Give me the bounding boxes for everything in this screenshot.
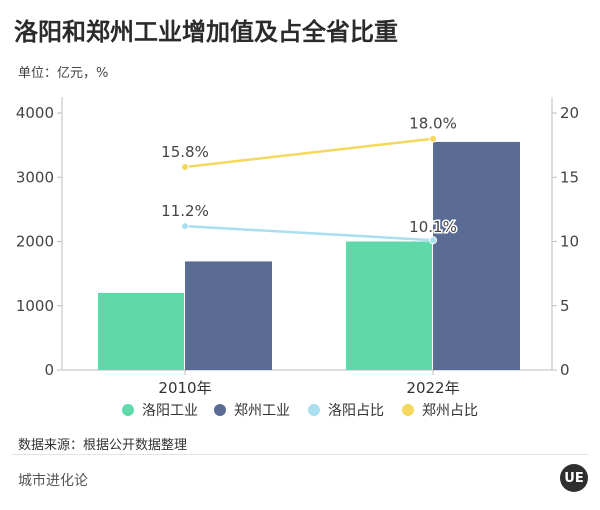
- legend-label-zhengzhou-share: 郑州占比: [422, 403, 478, 419]
- y-right-tick-label: 15: [560, 168, 579, 186]
- footer-divider: [12, 454, 588, 455]
- bar-zhengzhou-0: [185, 261, 272, 370]
- y-right-tick-label: 5: [560, 297, 570, 315]
- y-left-tick-label: 2000: [16, 233, 54, 251]
- combo-chart: 4000 3000 2000 1000 0 20 15 10 5 0 2010年 2022年 11.2%…: [16, 97, 579, 397]
- unit-label: 单位：亿元，%: [18, 66, 109, 81]
- x-tick-label: 2010年: [158, 379, 211, 397]
- point-luoyang-share-1: [429, 236, 437, 245]
- data-label-luoyang-share-1: 10.1%: [409, 218, 457, 236]
- chart-title: 洛阳和郑州工业增加值及占全省比重: [14, 18, 398, 46]
- y-left-tick-label: 4000: [16, 104, 54, 122]
- legend-label-zhengzhou-industry: 郑州工业: [234, 403, 290, 419]
- legend-swatch-zhengzhou-industry: [214, 404, 226, 416]
- legend-swatch-luoyang-share: [308, 404, 320, 416]
- y-right-tick-label: 0: [560, 361, 570, 379]
- data-label-zhengzhou-share-1: 18.0%: [409, 115, 457, 133]
- footer-brand: 城市进化论: [18, 473, 88, 489]
- y-left-tick-label: 3000: [16, 168, 54, 186]
- legend: 洛阳工业 郑州工业 洛阳占比 郑州占比: [0, 398, 600, 422]
- y-left-tick-label: 0: [44, 361, 54, 379]
- y-right-tick-label: 20: [560, 104, 579, 122]
- legend-label-luoyang-industry: 洛阳工业: [142, 403, 198, 419]
- brand-logo-icon: UE: [560, 464, 588, 492]
- bar-luoyang-0: [98, 292, 184, 370]
- line-zhengzhou-share: [184, 137, 434, 169]
- legend-swatch-luoyang-industry: [122, 404, 134, 416]
- point-luoyang-share-0: [181, 222, 189, 231]
- data-label-zhengzhou-share-0: 15.8%: [161, 143, 209, 161]
- bar-luoyang-1: [346, 241, 432, 370]
- line-luoyang-share: [184, 224, 434, 242]
- legend-item-zhengzhou-industry: 郑州工业: [214, 398, 290, 422]
- legend-item-luoyang-share: 洛阳占比: [308, 398, 384, 422]
- point-zhengzhou-share-0: [181, 162, 189, 171]
- legend-item-zhengzhou-share: 郑州占比: [402, 398, 478, 422]
- legend-swatch-zhengzhou-share: [402, 404, 414, 416]
- bar-zhengzhou-1: [433, 141, 520, 370]
- source-note: 数据来源：根据公开数据整理: [18, 438, 188, 453]
- legend-item-luoyang-industry: 洛阳工业: [122, 398, 198, 422]
- x-tick-label: 2022年: [406, 379, 459, 397]
- point-zhengzhou-share-1: [429, 134, 437, 143]
- y-left-tick-label: 1000: [16, 297, 54, 315]
- legend-label-luoyang-share: 洛阳占比: [328, 403, 384, 419]
- data-label-luoyang-share-0: 11.2%: [161, 202, 209, 220]
- y-right-tick-label: 10: [560, 233, 579, 251]
